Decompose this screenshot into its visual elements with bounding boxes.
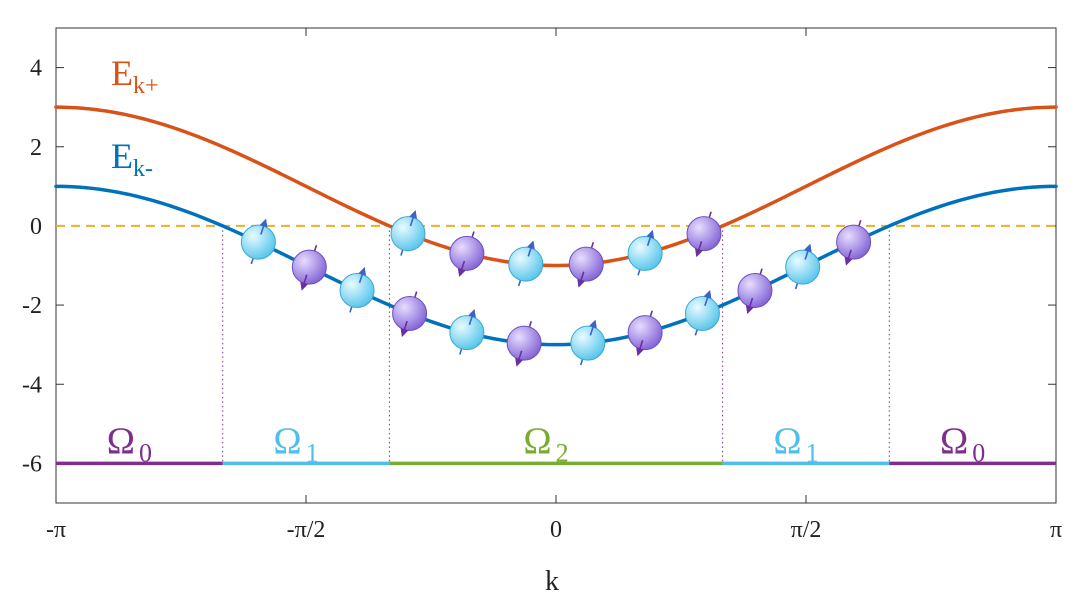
spin-down-particle [737,272,773,308]
spin-down-particle [392,295,428,331]
y-tick-label: 2 [30,135,42,161]
spin-arrow-tip [589,319,597,336]
spin-up-particle [785,249,821,285]
x-axis-label: k [545,566,559,597]
spin-up-particle [570,325,606,361]
y-tick-label: -4 [22,372,42,398]
x-tick-label: 0 [550,517,562,543]
x-tick-label: -π [46,517,66,543]
spin-arrow-tip [577,271,585,288]
x-tick-label: π/2 [791,517,822,543]
spin-arrow-tip [409,210,417,227]
spin-arrow-tip [746,297,754,314]
spin-arrow-tip [358,267,366,284]
spin-arrow-tip [259,218,268,235]
spin-down-particle [627,315,663,351]
spin-up-particle [684,295,720,331]
spin-down-particle [836,224,872,260]
spin-arrow-tip [527,240,535,257]
spin-arrow-tip [646,230,655,246]
spin-up-particle [508,246,544,282]
spin-arrow-tip [636,339,644,356]
spin-down-particle [506,325,542,361]
upper-band-label-main: E [111,53,133,93]
spin-arrow-tip [468,309,476,326]
spin-arrow-tip [400,320,409,337]
spin-down-particle [686,216,722,252]
spin-up-particle [339,272,375,308]
spin-arrow-tip [695,241,703,258]
upper-band-label: Ek+ [111,53,159,99]
spin-up-particle [390,216,426,252]
spin-arrow-tip [300,274,308,291]
spin-down-particle [291,249,327,285]
x-tick-label: -π/2 [287,517,326,543]
lower-band-line [54,184,1058,347]
upper-band-label-sub: k+ [133,73,159,99]
lower-band-label-sub: k- [133,156,153,182]
y-tick-label: 4 [30,56,42,82]
spin-up-particle [449,315,485,351]
y-tick-label: -2 [22,293,42,319]
spin-down-particle [568,246,604,282]
lower-band-label-main: E [111,136,133,176]
y-tick-label: 0 [30,214,42,240]
x-tick-label: π [1050,517,1062,543]
spin-arrow-tip [515,350,523,367]
upper-band-line [54,105,1058,268]
y-tick-label: -6 [22,451,42,477]
spin-up-particle [627,235,663,271]
spin-arrow-tip [457,260,466,277]
lower-band-label: Ek- [111,136,153,182]
spin-arrow-tip [703,290,712,307]
spin-up-particle [240,224,276,260]
spin-arrow-tip [844,249,853,266]
spin-arrow-tip [804,243,812,260]
spin-down-particle [449,235,485,271]
